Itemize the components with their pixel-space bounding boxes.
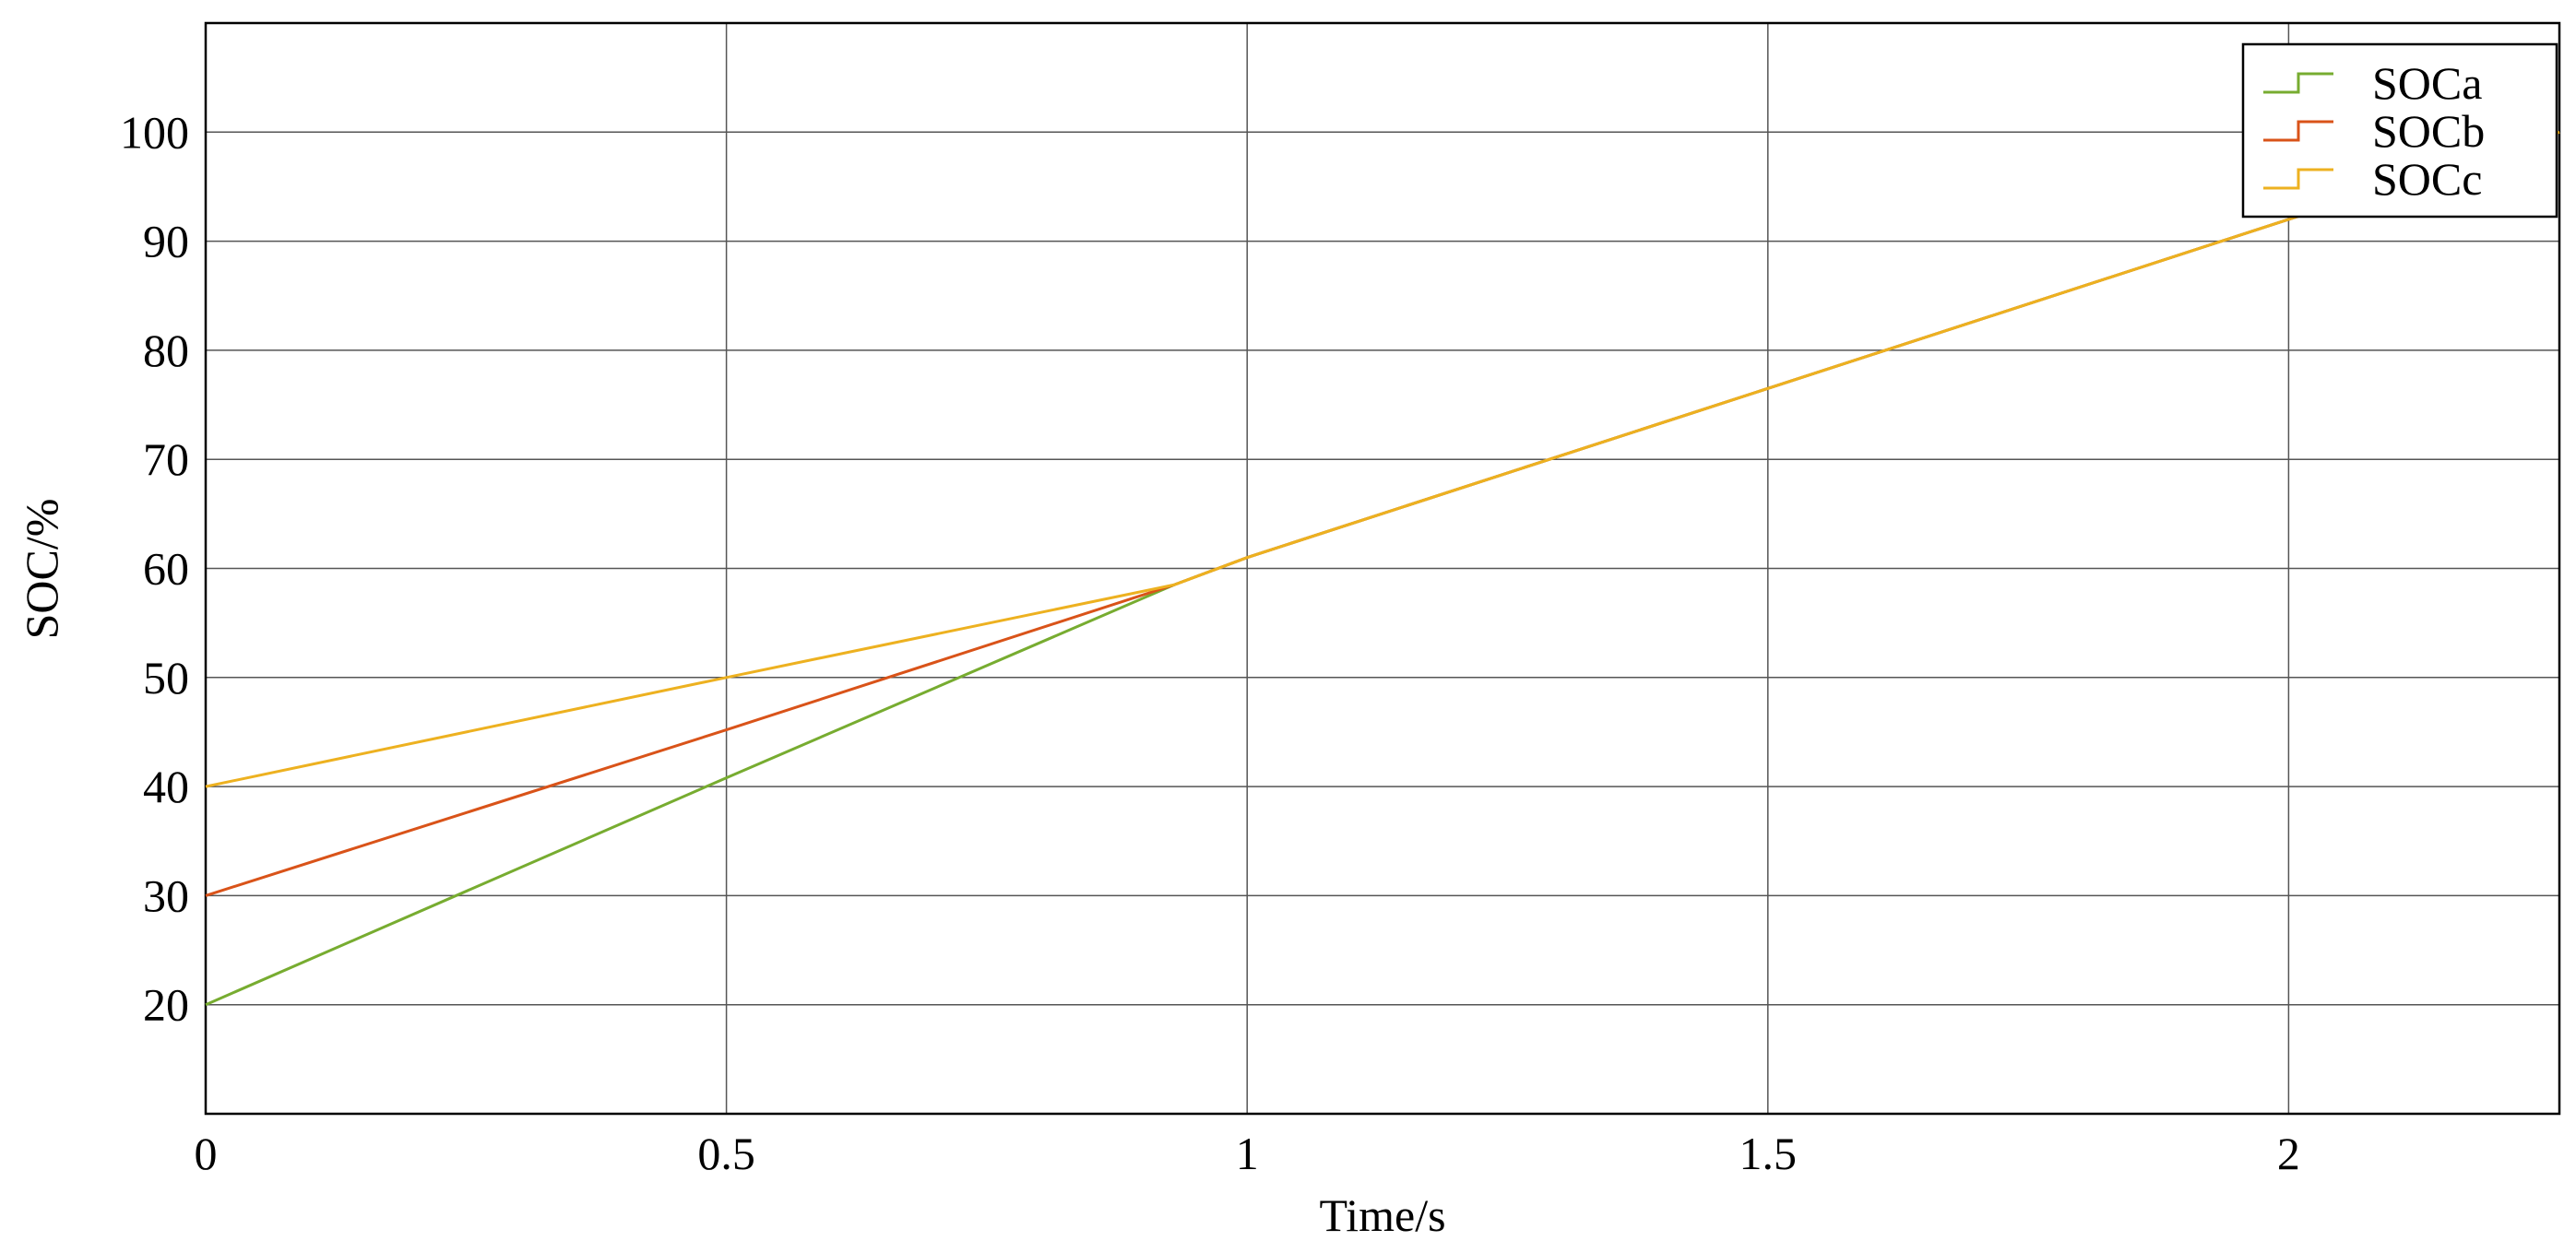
x-axis-label: Time/s (1319, 1189, 1445, 1241)
x-tick-label: 0 (195, 1128, 218, 1179)
y-tick-label: 60 (143, 543, 189, 595)
x-tick-label: 1 (1236, 1128, 1259, 1179)
y-tick-label: 30 (143, 869, 189, 921)
y-tick-label: 90 (143, 216, 189, 267)
y-tick-label: 40 (143, 761, 189, 812)
legend-label: SOCb (2372, 105, 2485, 157)
x-tick-label: 0.5 (697, 1128, 755, 1179)
legend-label: SOCc (2372, 153, 2482, 205)
plot-frame (204, 21, 2561, 1116)
legend-swatch (2263, 120, 2333, 142)
x-tick-label: 2 (2277, 1128, 2300, 1179)
y-tick-label: 50 (143, 652, 189, 703)
legend-swatch (2263, 72, 2333, 94)
y-tick-label: 70 (143, 433, 189, 485)
legend-swatch (2263, 168, 2333, 190)
y-axis-label: SOC/% (16, 499, 67, 640)
x-tick-label: 1.5 (1739, 1128, 1798, 1179)
legend-label: SOCa (2372, 57, 2482, 109)
y-tick-label: 80 (143, 325, 189, 376)
y-tick-label: 20 (143, 979, 189, 1031)
y-tick-label: 100 (120, 106, 189, 158)
series-line (205, 130, 2560, 788)
